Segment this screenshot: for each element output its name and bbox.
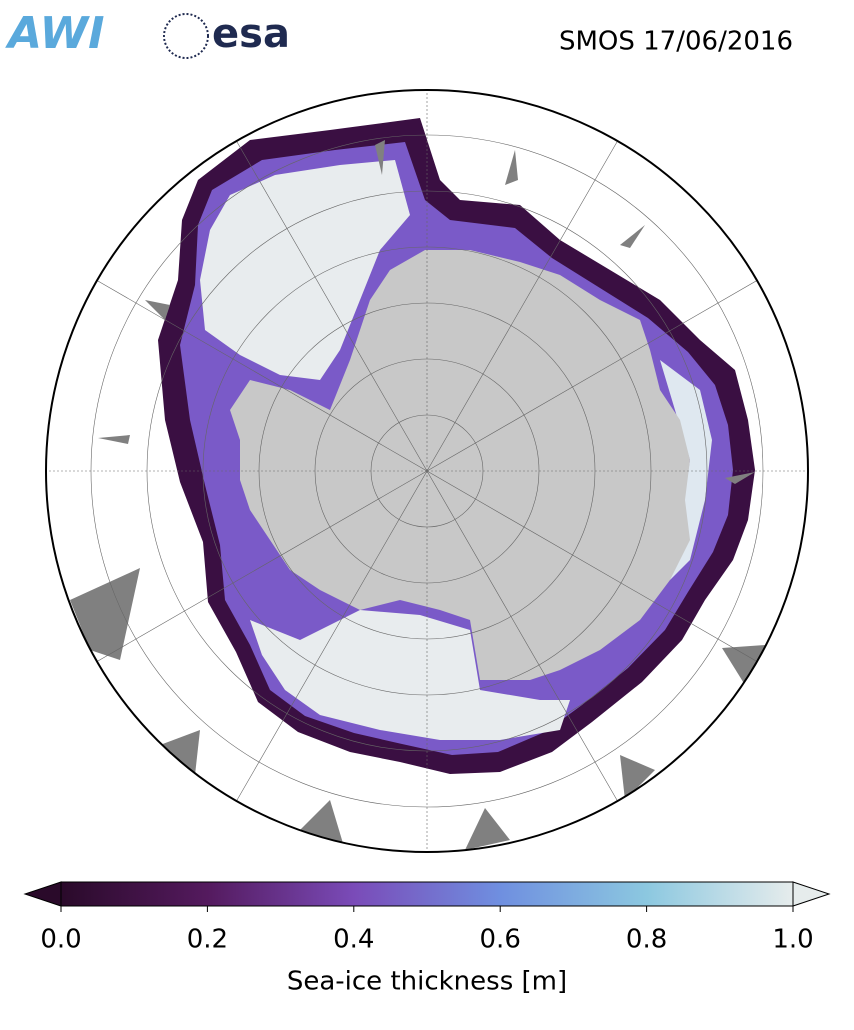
meridian — [426, 470, 765, 667]
colorbar-tick-label: 0.0 — [40, 925, 81, 955]
colorbar-extend-low — [23, 881, 62, 907]
colorbar-tick-label: 0.8 — [626, 925, 667, 955]
colorbar — [23, 881, 831, 907]
thick-ice — [660, 360, 712, 580]
map — [46, 90, 808, 852]
meridian — [426, 470, 623, 809]
meridian — [89, 470, 428, 667]
meridian — [89, 275, 428, 472]
meridian — [231, 133, 428, 472]
colorbar-tick-label: 0.4 — [333, 925, 374, 955]
colorbar-extend-high — [792, 881, 831, 907]
colorbar-tick-label: 0.2 — [187, 925, 228, 955]
map-frame — [45, 89, 809, 853]
awi-logo: AWI — [5, 8, 105, 59]
thick-ice — [250, 610, 570, 740]
map-title: SMOS 17/06/2016 — [559, 27, 793, 57]
meridian — [426, 133, 623, 472]
esa-logo: esa — [212, 11, 290, 57]
thick-ice — [200, 160, 410, 380]
antarctica — [230, 250, 690, 680]
meridian — [231, 470, 428, 809]
colorbar-tick-label: 1.0 — [772, 925, 813, 955]
land — [70, 140, 765, 850]
graticule — [46, 90, 808, 852]
colorbar-tick-label: 0.6 — [480, 925, 521, 955]
meridian — [426, 275, 765, 472]
colorbar-bar — [60, 881, 794, 907]
colorbar-label: Sea-ice thickness [m] — [287, 967, 567, 997]
esa-globe — [163, 13, 209, 59]
